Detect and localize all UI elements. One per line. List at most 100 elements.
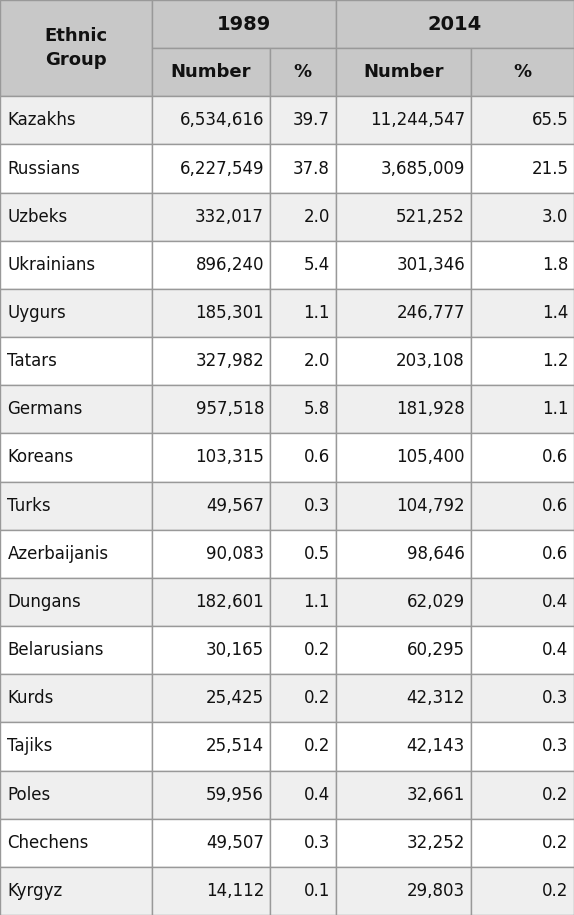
Text: 0.2: 0.2 [304, 641, 330, 659]
Text: 301,346: 301,346 [396, 256, 465, 274]
Bar [152, 722, 270, 770]
Bar [152, 434, 270, 481]
Text: Azerbaijanis: Azerbaijanis [7, 544, 108, 563]
Text: 0.1: 0.1 [304, 882, 330, 900]
Bar [336, 819, 471, 867]
Bar [152, 578, 270, 626]
Bar [336, 289, 471, 337]
Text: 42,312: 42,312 [406, 689, 465, 707]
Text: 2014: 2014 [428, 15, 482, 34]
Text: 90,083: 90,083 [206, 544, 264, 563]
Text: 0.2: 0.2 [304, 689, 330, 707]
Text: 1.4: 1.4 [542, 304, 568, 322]
Text: 521,252: 521,252 [396, 208, 465, 226]
Bar [336, 193, 471, 241]
Bar [270, 434, 336, 481]
Bar [0, 193, 152, 241]
Bar [0, 434, 152, 481]
Bar [471, 819, 574, 867]
Bar [0, 385, 152, 434]
Bar [0, 530, 152, 578]
Bar [270, 193, 336, 241]
Text: 0.4: 0.4 [542, 641, 568, 659]
Bar [0, 674, 152, 722]
Bar [270, 867, 336, 915]
Text: 6,227,549: 6,227,549 [180, 159, 264, 178]
Text: 25,425: 25,425 [206, 689, 264, 707]
Bar [270, 145, 336, 193]
Bar [471, 578, 574, 626]
Text: 181,928: 181,928 [396, 401, 465, 418]
Bar [0, 481, 152, 530]
Text: 0.2: 0.2 [542, 786, 568, 803]
Bar [471, 193, 574, 241]
Text: 37.8: 37.8 [293, 159, 330, 178]
Bar [152, 96, 270, 145]
Text: 0.2: 0.2 [542, 834, 568, 852]
Bar [152, 145, 270, 193]
Text: Belarusians: Belarusians [7, 641, 104, 659]
Text: 2.0: 2.0 [304, 208, 330, 226]
Bar [471, 674, 574, 722]
Text: 0.2: 0.2 [304, 737, 330, 756]
Text: 203,108: 203,108 [396, 352, 465, 371]
Text: Number: Number [363, 63, 444, 81]
Bar [0, 289, 152, 337]
Bar [471, 722, 574, 770]
Text: Kurds: Kurds [7, 689, 54, 707]
Text: 3,685,009: 3,685,009 [381, 159, 465, 178]
Text: 3.0: 3.0 [542, 208, 568, 226]
Text: 1989: 1989 [217, 15, 271, 34]
Bar [152, 289, 270, 337]
Bar [471, 289, 574, 337]
Text: 896,240: 896,240 [196, 256, 264, 274]
Text: 0.3: 0.3 [542, 689, 568, 707]
Bar [336, 578, 471, 626]
Text: 65.5: 65.5 [532, 112, 568, 129]
Text: Kyrgyz: Kyrgyz [7, 882, 63, 900]
Text: 1.2: 1.2 [542, 352, 568, 371]
Text: 0.2: 0.2 [542, 882, 568, 900]
Bar [270, 385, 336, 434]
Text: 98,646: 98,646 [407, 544, 465, 563]
Text: 5.4: 5.4 [304, 256, 330, 274]
Bar [152, 674, 270, 722]
Bar [336, 385, 471, 434]
Text: 1.1: 1.1 [542, 401, 568, 418]
Text: 2.0: 2.0 [304, 352, 330, 371]
Bar [270, 337, 336, 385]
Text: Koreans: Koreans [7, 448, 73, 467]
Bar [152, 770, 270, 819]
Bar [336, 0, 574, 48]
Text: Poles: Poles [7, 786, 51, 803]
Bar [336, 241, 471, 289]
Bar [152, 385, 270, 434]
Text: 246,777: 246,777 [397, 304, 465, 322]
Bar [0, 578, 152, 626]
Text: Kazakhs: Kazakhs [7, 112, 76, 129]
Text: 0.4: 0.4 [542, 593, 568, 611]
Text: Germans: Germans [7, 401, 83, 418]
Text: 0.3: 0.3 [542, 737, 568, 756]
Bar [0, 96, 152, 145]
Bar [270, 96, 336, 145]
Bar [336, 770, 471, 819]
Bar [471, 145, 574, 193]
Bar [471, 96, 574, 145]
Bar [270, 722, 336, 770]
Text: %: % [294, 63, 312, 81]
Text: 14,112: 14,112 [205, 882, 264, 900]
Bar [270, 481, 336, 530]
Bar [270, 674, 336, 722]
Text: Ukrainians: Ukrainians [7, 256, 96, 274]
Bar [471, 337, 574, 385]
Text: 957,518: 957,518 [196, 401, 264, 418]
Text: Ethnic
Group: Ethnic Group [45, 27, 107, 69]
Text: 11,244,547: 11,244,547 [370, 112, 465, 129]
Bar [270, 241, 336, 289]
Bar [471, 770, 574, 819]
Text: Russians: Russians [7, 159, 80, 178]
Bar [270, 48, 336, 96]
Bar [336, 722, 471, 770]
Text: 21.5: 21.5 [532, 159, 568, 178]
